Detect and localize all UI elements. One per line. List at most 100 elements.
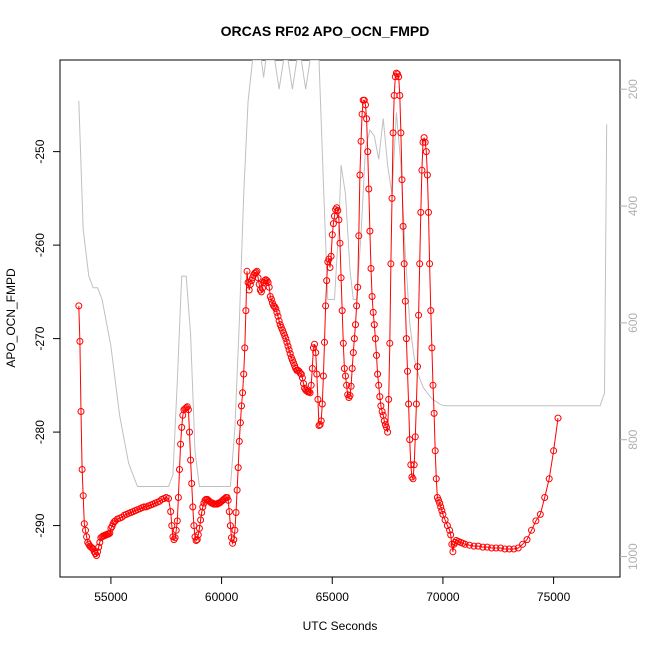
data-point bbox=[275, 317, 283, 325]
data-point bbox=[297, 370, 305, 378]
data-point bbox=[437, 503, 445, 511]
data-point bbox=[238, 402, 245, 410]
secondary-series-line bbox=[78, 60, 608, 487]
data-point bbox=[545, 475, 553, 483]
data-point bbox=[346, 392, 354, 400]
data-point bbox=[337, 274, 345, 282]
data-point bbox=[235, 437, 243, 445]
data-point bbox=[87, 543, 95, 551]
x-tick-label: 55000 bbox=[94, 590, 128, 604]
data-point bbox=[229, 539, 237, 547]
y-tick-label: -270 bbox=[33, 326, 47, 350]
data-point bbox=[285, 346, 293, 354]
data-point bbox=[419, 138, 427, 146]
data-point bbox=[426, 260, 434, 268]
data-point bbox=[415, 311, 423, 319]
data-point bbox=[321, 338, 328, 346]
data-point bbox=[388, 194, 396, 202]
data-point bbox=[406, 436, 414, 444]
plot-frame bbox=[59, 59, 621, 578]
data-point bbox=[447, 531, 455, 539]
data-point bbox=[95, 543, 103, 551]
data-point bbox=[273, 308, 281, 316]
data-point bbox=[172, 526, 180, 534]
data-point bbox=[190, 522, 198, 530]
data-point bbox=[261, 277, 269, 285]
data-point bbox=[182, 404, 190, 412]
data-point bbox=[311, 340, 318, 348]
data-point bbox=[409, 475, 417, 483]
data-point bbox=[188, 480, 196, 487]
data-point bbox=[389, 129, 397, 137]
data-point bbox=[317, 417, 325, 425]
y2-tick-label: 200 bbox=[626, 79, 640, 99]
data-point bbox=[342, 372, 349, 380]
data-point bbox=[364, 148, 372, 156]
data-point bbox=[314, 395, 322, 403]
data-point bbox=[363, 115, 371, 123]
data-point bbox=[432, 475, 440, 483]
chart-title: ORCAS RF02 APO_OCN_FMPD bbox=[221, 23, 430, 39]
data-point bbox=[353, 302, 361, 310]
data-point bbox=[401, 297, 409, 305]
data-point bbox=[370, 321, 378, 329]
data-point bbox=[383, 423, 390, 431]
data-point bbox=[350, 335, 358, 343]
data-point bbox=[358, 110, 366, 118]
data-point bbox=[532, 517, 540, 525]
data-point bbox=[354, 283, 362, 291]
data-point bbox=[225, 508, 233, 516]
data-point bbox=[376, 393, 384, 401]
x-axis-label: UTC Seconds bbox=[303, 619, 378, 633]
data-point bbox=[244, 279, 252, 286]
data-point bbox=[541, 494, 549, 501]
data-point bbox=[343, 381, 351, 389]
data-point bbox=[272, 305, 280, 313]
data-point bbox=[355, 232, 363, 240]
data-point bbox=[368, 293, 376, 300]
data-point bbox=[408, 473, 416, 481]
data-point bbox=[173, 517, 181, 525]
data-point bbox=[283, 338, 291, 346]
secondary-series-layer bbox=[78, 60, 608, 487]
y-axis: -290 -280 -270 -260 -250 bbox=[33, 139, 60, 538]
data-point bbox=[77, 408, 85, 415]
data-point bbox=[470, 542, 478, 550]
data-point bbox=[193, 536, 201, 544]
data-point bbox=[246, 280, 254, 288]
data-point bbox=[523, 536, 531, 544]
data-point bbox=[373, 351, 380, 359]
data-point bbox=[536, 510, 544, 518]
data-point bbox=[411, 433, 419, 441]
data-point bbox=[274, 312, 282, 320]
data-point bbox=[78, 466, 86, 473]
series-layer bbox=[75, 69, 562, 559]
data-point bbox=[322, 302, 330, 310]
data-point bbox=[308, 365, 316, 372]
data-point bbox=[199, 503, 207, 511]
data-point bbox=[90, 548, 98, 556]
data-point bbox=[236, 419, 244, 427]
data-point bbox=[375, 381, 383, 389]
data-point bbox=[384, 428, 392, 436]
data-point bbox=[417, 208, 425, 216]
data-point bbox=[257, 288, 265, 296]
data-point bbox=[234, 464, 242, 472]
data-point bbox=[233, 486, 241, 494]
data-point bbox=[251, 269, 259, 277]
data-point bbox=[414, 363, 421, 371]
data-point bbox=[425, 208, 432, 216]
data-point bbox=[421, 138, 429, 146]
data-point bbox=[479, 543, 487, 551]
data-point bbox=[497, 544, 504, 552]
data-point bbox=[171, 534, 179, 542]
data-point bbox=[365, 185, 373, 193]
data-point bbox=[79, 492, 87, 500]
data-point bbox=[519, 540, 527, 548]
data-point bbox=[265, 283, 273, 291]
data-point bbox=[339, 339, 347, 347]
data-point bbox=[369, 308, 377, 316]
data-point bbox=[338, 307, 346, 315]
data-point bbox=[349, 349, 357, 357]
